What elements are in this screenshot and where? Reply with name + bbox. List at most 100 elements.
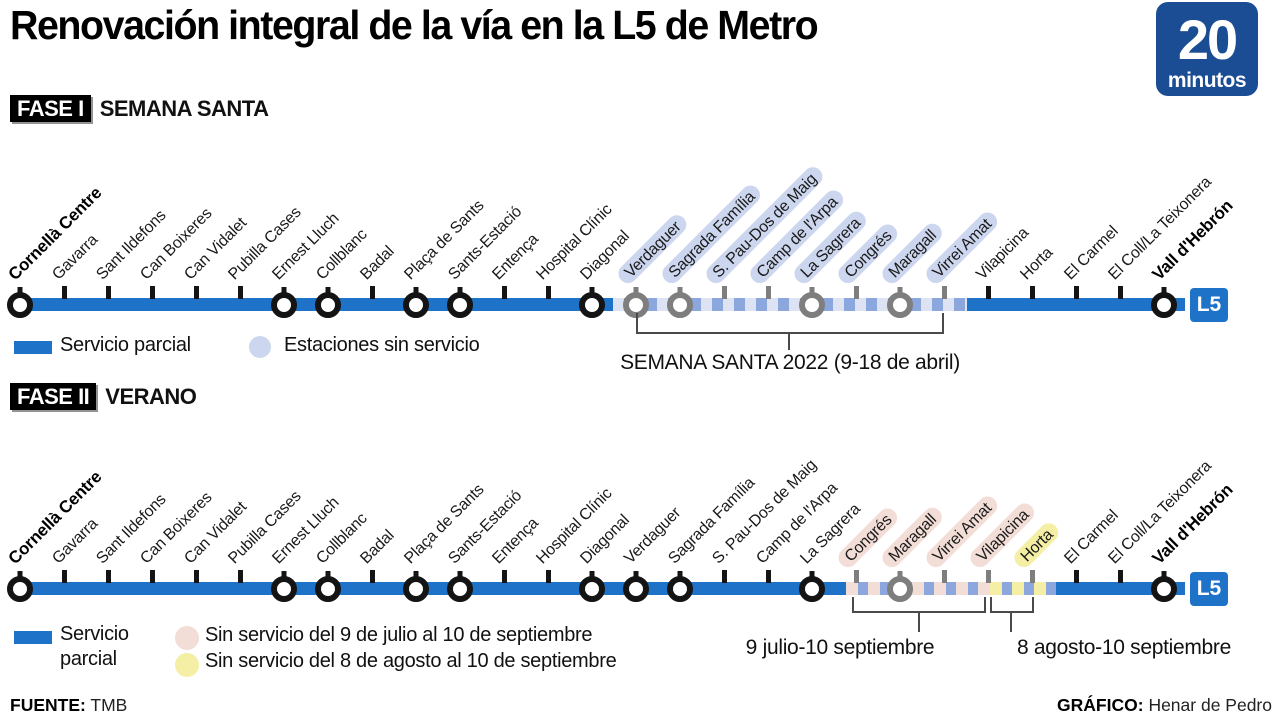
station-marker-interchange — [315, 291, 341, 318]
station-marker-tick — [1029, 570, 1035, 583]
track-segment-dash-yellow — [990, 582, 1056, 595]
phase1-line-diagram: Cornellà Centre Gavarra Sant Ildefons Can B… — [0, 120, 1280, 335]
station-marker-interchange — [887, 575, 913, 602]
track-segment-dash-blue — [613, 298, 967, 311]
phase1-closure-bracket — [636, 313, 944, 334]
station-marker-tick — [721, 286, 727, 299]
20minutos-logo: 20 minutos — [1156, 2, 1258, 96]
legend-label-august-closure: Sin servicio del 8 de agosto al 10 de se… — [205, 650, 617, 672]
station-label: Badal — [357, 527, 398, 568]
phase2-badge: FASE II — [10, 383, 97, 410]
logo-word: minutos — [1167, 69, 1247, 92]
station-marker-tick — [369, 570, 375, 583]
station-marker-tick — [501, 286, 507, 299]
station-marker-tick — [985, 286, 991, 299]
track-segment-dash-pink — [846, 582, 990, 595]
legend-swatch-service-line-2 — [14, 631, 52, 644]
legend-dot-july-closure-icon — [175, 626, 199, 650]
station-marker-tick — [941, 286, 947, 299]
legend-label-partial-service-2: Servicio parcial — [60, 623, 129, 670]
station-marker-tick — [369, 286, 375, 299]
station-marker-interchange — [1151, 291, 1177, 318]
station-marker-tick — [149, 570, 155, 583]
phase2-bracket-july — [852, 597, 986, 613]
credit-label: GRÁFICO: — [1057, 695, 1144, 715]
station-marker-interchange — [447, 291, 473, 318]
station-marker-tick — [105, 570, 111, 583]
station-marker-tick — [237, 570, 243, 583]
station-marker-interchange — [403, 575, 429, 602]
phase1-l5-badge: L5 — [1190, 288, 1228, 322]
station-marker-interchange — [271, 575, 297, 602]
station-marker-interchange — [799, 291, 825, 318]
station-marker-tick — [545, 286, 551, 299]
legend-label-closed-stations: Estaciones sin servicio — [284, 334, 480, 356]
station-marker-interchange — [447, 575, 473, 602]
track-segment-solid — [14, 298, 613, 311]
station-marker-tick — [545, 570, 551, 583]
station-marker-tick — [501, 570, 507, 583]
track-segment-solid — [14, 582, 846, 595]
station-marker-interchange — [579, 291, 605, 318]
phase1-badge: FASE I — [10, 95, 91, 122]
station-marker-interchange — [623, 575, 649, 602]
station-label: Horta — [1017, 244, 1057, 284]
station-marker-interchange — [887, 291, 913, 318]
station-marker-tick — [61, 570, 67, 583]
credit-value: Henar de Pedro — [1148, 695, 1272, 715]
phase1-annotation: SEMANA SANTA 2022 (9-18 de abril) — [620, 351, 960, 374]
station-marker-tick — [853, 286, 859, 299]
station-marker-tick — [193, 570, 199, 583]
legend-swatch-service-line — [14, 341, 52, 354]
phase1-title: SEMANA SANTA — [99, 95, 269, 121]
station-marker-tick — [1029, 286, 1035, 299]
station-marker-interchange — [667, 291, 693, 318]
phase2-annotation-august: 8 agosto-10 septiembre — [1016, 636, 1232, 659]
source-label: FUENTE: — [10, 695, 86, 715]
station-marker-interchange — [579, 575, 605, 602]
phase1-header: FASE I SEMANA SANTA — [10, 95, 269, 122]
station-marker-interchange — [315, 575, 341, 602]
phase2-l5-badge: L5 — [1190, 572, 1228, 606]
logo-number: 20 — [1177, 8, 1238, 71]
station-marker-tick — [1117, 286, 1123, 299]
legend-label-partial-service: Servicio parcial — [60, 334, 191, 356]
phase2-bracket-august-stem — [1010, 613, 1012, 632]
station-marker-tick — [985, 570, 991, 583]
station-marker-tick — [1117, 570, 1123, 583]
station-marker-interchange — [667, 575, 693, 602]
station-marker-interchange — [403, 291, 429, 318]
page-title: Renovación integral de la vía en la L5 d… — [10, 2, 819, 48]
phase1-bracket-stem — [788, 334, 790, 350]
station-marker-interchange — [7, 291, 33, 318]
station-marker-tick — [105, 286, 111, 299]
phase2-bracket-august — [990, 597, 1034, 613]
station-marker-tick — [1073, 570, 1079, 583]
station-marker-tick — [193, 286, 199, 299]
station-marker-interchange — [1151, 575, 1177, 602]
station-marker-tick — [941, 570, 947, 583]
station-label: Badal — [357, 243, 398, 284]
phase2-bracket-july-stem — [918, 613, 920, 632]
station-marker-interchange — [799, 575, 825, 602]
legend-dot-closed-stations-icon — [249, 336, 271, 358]
phase2-line-diagram: Cornellà Centre Gavarra Sant Ildefons Can B… — [0, 404, 1280, 619]
station-marker-tick — [765, 286, 771, 299]
station-marker-tick — [853, 570, 859, 583]
station-marker-tick — [721, 570, 727, 583]
station-marker-tick — [1073, 286, 1079, 299]
station-marker-tick — [237, 286, 243, 299]
phase2-annotation-july: 9 julio-10 septiembre — [745, 636, 935, 659]
legend-dot-august-closure-icon — [175, 653, 199, 677]
phase2-title: VERANO — [105, 383, 197, 409]
station-marker-interchange — [271, 291, 297, 318]
track-segment-solid — [967, 298, 1185, 311]
source-value: TMB — [90, 695, 128, 715]
source-credit: FUENTE: TMB — [10, 695, 127, 716]
station-marker-tick — [149, 286, 155, 299]
station-marker-interchange — [7, 575, 33, 602]
phase2-header: FASE II VERANO — [10, 383, 197, 410]
station-marker-tick — [765, 570, 771, 583]
graphic-credit: GRÁFICO: Henar de Pedro — [1057, 695, 1272, 716]
